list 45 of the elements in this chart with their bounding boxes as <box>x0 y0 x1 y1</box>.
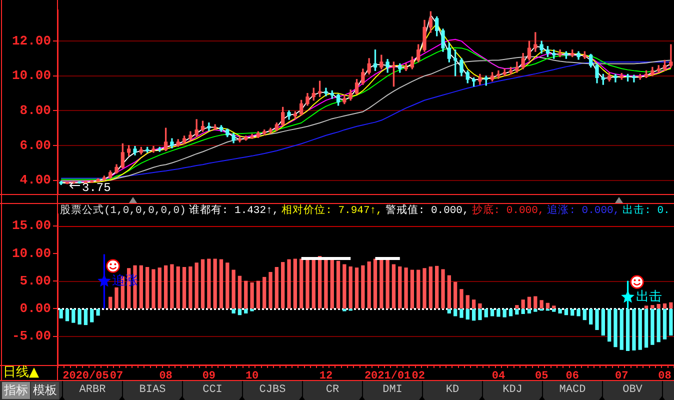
text: 日线▲ <box>3 365 39 380</box>
series-label: 出击 <box>636 290 662 304</box>
x-tick-label: 06 <box>566 370 579 382</box>
y-tick-label: 15.00 <box>12 218 52 234</box>
annotation: 出击: 0. <box>622 205 670 217</box>
x-tick-label: 08 <box>658 370 672 382</box>
annotation: 追涨: 0.000, <box>547 205 620 217</box>
x-tick-label: 08 <box>159 370 173 382</box>
y-tick-label: 0.00 <box>20 300 52 316</box>
chart-title: 股票公式(1,0,0,0,0,0) <box>60 205 186 217</box>
x-tick-label: 10 <box>245 370 259 382</box>
tab: KD <box>422 381 483 400</box>
tab: CR <box>302 381 363 400</box>
y-tick-label: 4.00 <box>20 172 52 188</box>
x-tick-label: 02 <box>412 370 425 382</box>
tab: OBV <box>602 381 663 400</box>
x-tick-label: 07 <box>615 370 628 382</box>
annotation: 3.75 <box>82 181 111 196</box>
tab: BIAS <box>122 381 183 400</box>
annotation: 谁都有: 1.432↑, <box>188 205 279 217</box>
tab: CCI <box>182 381 243 400</box>
tab: MACD <box>542 381 603 400</box>
y-tick-label: 5.00 <box>20 273 52 288</box>
annotation: 相对价位: 7.947↑, <box>282 205 382 217</box>
y-tick-label: 12.00 <box>12 33 52 48</box>
x-tick-label: 05 <box>534 370 549 382</box>
tab: DMI <box>362 381 423 400</box>
x-tick-label: 12 <box>319 370 333 382</box>
x-tick-label: 07 <box>110 370 124 382</box>
x-tick-label: 04 <box>492 370 506 382</box>
tab: KDJ <box>482 381 543 400</box>
tab: 指标 <box>2 382 30 399</box>
tab: CJBS <box>242 381 303 400</box>
y-tick-label: 10.00 <box>12 68 52 84</box>
tab: 模板 <box>31 382 59 399</box>
y-tick-label: 6.00 <box>20 138 52 153</box>
y-tick-label: 8.00 <box>20 102 52 118</box>
y-tick-label: 10.00 <box>12 246 52 261</box>
x-tick-label: 2020/05 <box>62 370 110 382</box>
x-tick-label: 2021/01 <box>364 370 412 382</box>
y-tick-label: -5.00 <box>12 328 52 344</box>
annotation: 警戒值: 0.000, <box>385 205 469 217</box>
x-tick-label: 09 <box>202 370 216 382</box>
tab: ARBR <box>62 381 123 400</box>
annotation: 抄底: 0.000, <box>472 205 544 217</box>
